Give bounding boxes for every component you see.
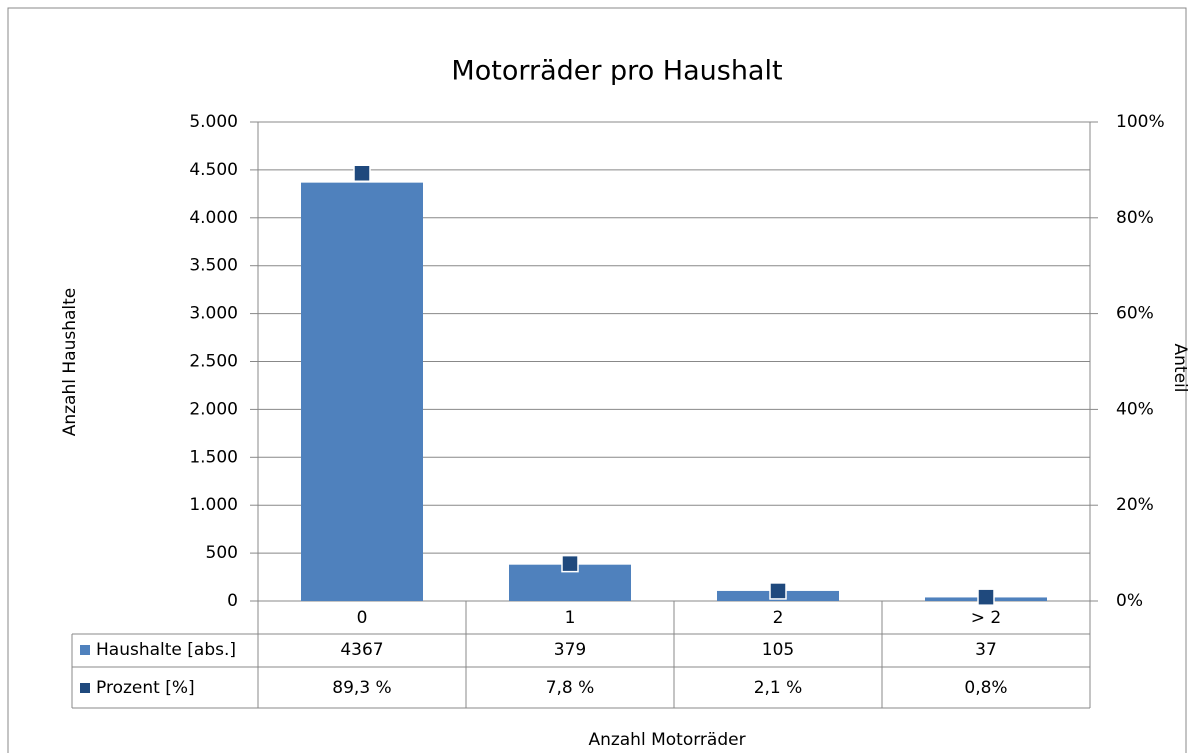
chart-title: Motorräder pro Haushalt — [451, 56, 782, 87]
chart-border — [7, 7, 1187, 753]
x-tick-label: > 2 — [971, 608, 1001, 628]
y2-tick-label: 60% — [1116, 304, 1154, 324]
marker — [353, 164, 371, 183]
y2-axis-label: Anteil — [1170, 344, 1190, 393]
table-value: 379 — [554, 640, 586, 660]
x-tick-label: 1 — [565, 608, 576, 628]
y-tick-label: 4.000 — [189, 208, 238, 228]
marker — [561, 554, 579, 573]
table-value: 89,3 % — [332, 678, 391, 698]
table-value: 7,8 % — [546, 678, 595, 698]
y-tick-label: 500 — [206, 543, 238, 563]
y-tick-label: 3.000 — [189, 304, 238, 324]
marker — [977, 588, 995, 606]
y2-tick-label: 80% — [1116, 208, 1154, 228]
table-value: 4367 — [340, 640, 383, 660]
legend-key — [80, 645, 90, 655]
y2-tick-label: 100% — [1116, 112, 1165, 132]
legend-key — [80, 683, 90, 693]
y-tick-label: 2.000 — [189, 399, 238, 419]
y2-tick-label: 0% — [1116, 591, 1143, 611]
y-tick-label: 5.000 — [189, 112, 238, 132]
table-value: 37 — [975, 640, 997, 660]
y-axis-label: Anzahl Haushalte — [60, 288, 80, 437]
y-tick-label: 2.500 — [189, 352, 238, 372]
y-tick-label: 3.500 — [189, 256, 238, 276]
y-tick-label: 1.000 — [189, 495, 238, 515]
x-tick-label: 2 — [773, 608, 784, 628]
legend-label: Haushalte [abs.] — [96, 640, 236, 660]
y-tick-label: 1.500 — [189, 447, 238, 467]
y2-tick-label: 40% — [1116, 399, 1154, 419]
bar — [301, 182, 423, 601]
y2-tick-label: 20% — [1116, 495, 1154, 515]
x-axis-label: Anzahl Motorräder — [588, 730, 745, 750]
table-value: 2,1 % — [754, 678, 803, 698]
marker — [769, 582, 787, 600]
y-tick-label: 0 — [227, 591, 238, 611]
table-value: 105 — [762, 640, 794, 660]
y-tick-label: 4.500 — [189, 160, 238, 180]
legend-label: Prozent [%] — [96, 678, 195, 698]
x-tick-label: 0 — [357, 608, 368, 628]
table-value: 0,8% — [964, 678, 1007, 698]
